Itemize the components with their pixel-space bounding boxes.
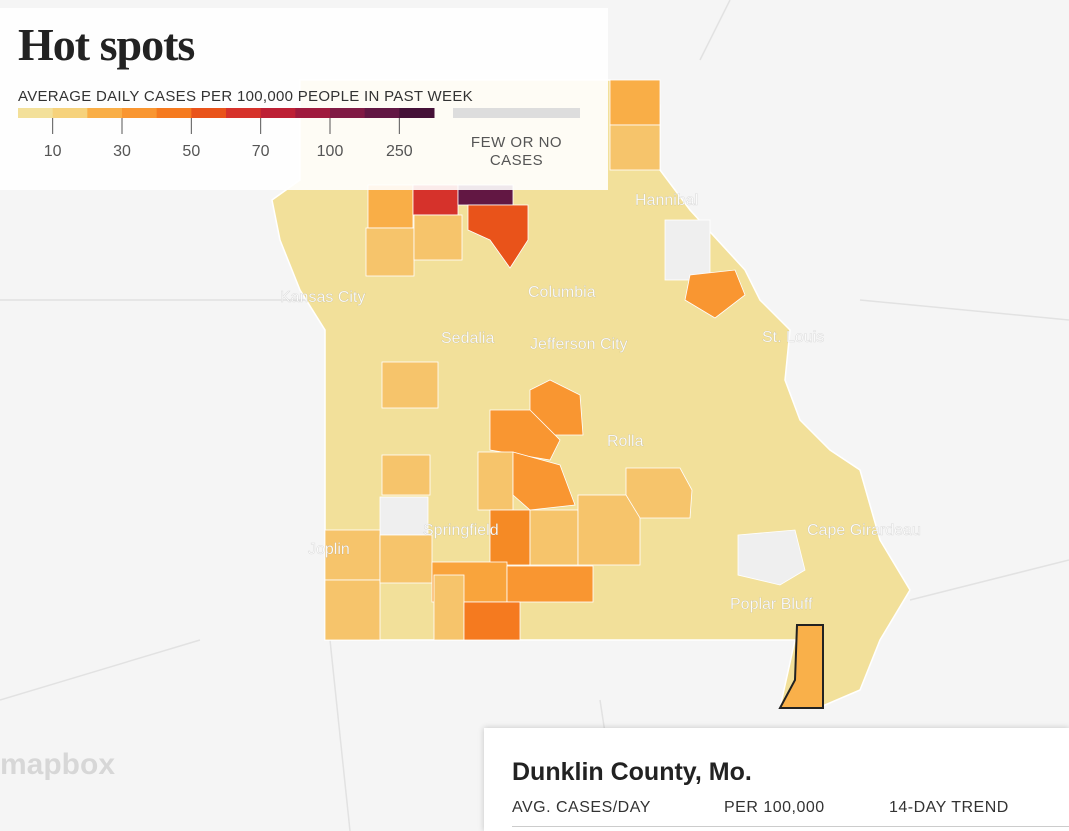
county (367, 184, 414, 229)
legend-swatch (156, 108, 192, 118)
legend-swatch (87, 108, 123, 118)
city-label: Sedalia (441, 330, 494, 347)
city-label: Kansas City (280, 289, 365, 306)
legend-no-cases-swatch (453, 108, 580, 118)
column-header: 14-DAY TREND (889, 799, 1009, 816)
county (467, 204, 529, 269)
legend-label: AVERAGE DAILY CASES PER 100,000 PEOPLE I… (18, 88, 473, 105)
legend-scale: 10 30 50 70 100 250 (18, 108, 580, 160)
county (477, 451, 514, 511)
county (324, 579, 381, 641)
county (379, 496, 429, 536)
legend-tick-label: 30 (113, 143, 131, 160)
county (684, 269, 746, 319)
county (365, 227, 415, 277)
legend-swatch (52, 108, 88, 118)
county (609, 79, 661, 126)
county (529, 509, 579, 566)
legend-tick-label: 70 (252, 143, 270, 160)
county (737, 529, 806, 586)
city-label: Cape Girardeau (807, 522, 921, 539)
county (381, 361, 439, 409)
county (609, 124, 661, 171)
city-label: Joplin (308, 541, 350, 558)
county (577, 494, 641, 566)
no-cases-label: FEW OR NO CASES (470, 134, 563, 169)
legend-tick-label: 100 (317, 143, 344, 160)
county (512, 451, 576, 511)
county (625, 467, 693, 519)
legend-tick-label: 50 (182, 143, 200, 160)
county (381, 454, 431, 496)
info-panel: Dunklin County, Mo. AVG. CASES/DAY PER 1… (484, 728, 1069, 831)
legend-swatch (399, 108, 435, 118)
legend: Hot spots AVERAGE DAILY CASES PER 100,00… (0, 8, 608, 190)
legend-swatch (122, 108, 158, 118)
city-label: Jefferson City (530, 336, 628, 353)
county (489, 509, 531, 566)
county (379, 534, 433, 584)
panel-title: Dunklin County, Mo. (512, 758, 752, 786)
legend-swatch (330, 108, 366, 118)
column-header: PER 100,000 (724, 799, 825, 816)
counties (324, 79, 806, 641)
city-label: Poplar Bluff (730, 596, 813, 613)
title: Hot spots (18, 19, 195, 70)
selected-county[interactable] (778, 624, 824, 709)
legend-swatch (295, 108, 331, 118)
divider (512, 826, 1069, 827)
column-header: AVG. CASES/DAY (512, 799, 651, 816)
legend-swatch (260, 108, 296, 118)
attribution: mapbox (0, 748, 116, 781)
city-label: Hannibal (635, 192, 698, 209)
county (506, 565, 594, 603)
city-label: Springfield (423, 522, 499, 539)
legend-swatch (18, 108, 54, 118)
city-label: St. Louis (762, 329, 824, 346)
county (664, 219, 711, 281)
city-label: Columbia (528, 284, 596, 301)
legend-swatch (364, 108, 400, 118)
legend-tick-label: 10 (44, 143, 62, 160)
county (489, 409, 561, 461)
legend-swatch (191, 108, 227, 118)
city-label: Rolla (607, 433, 644, 450)
city-labels: Hannibal Kansas City Columbia Sedalia Jeffer… (280, 192, 921, 614)
legend-tick-label: 250 (386, 143, 413, 160)
county (413, 214, 463, 261)
county (433, 574, 465, 641)
county (463, 601, 521, 641)
legend-swatch (226, 108, 262, 118)
